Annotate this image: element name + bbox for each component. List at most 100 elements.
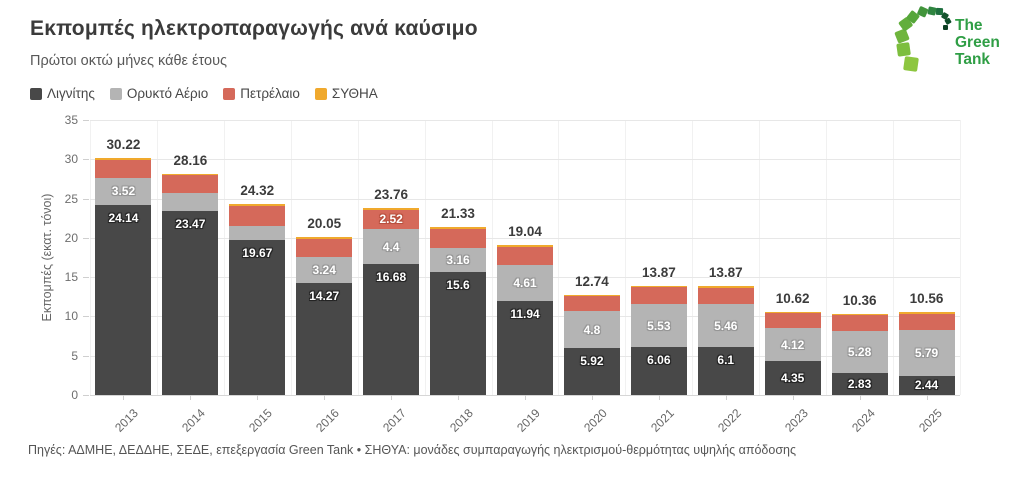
bar-segment-oil-2017[interactable]: 2.52 — [363, 209, 420, 230]
bar-segment-gas-2024[interactable]: 5.28 — [831, 331, 888, 373]
legend-swatch-icon — [109, 87, 122, 100]
bar-2013[interactable]: 3.52 24.14 — [95, 157, 152, 395]
segment-value-label: 16.68 — [376, 269, 407, 284]
x-tick-mark — [123, 395, 125, 400]
bar-2018[interactable]: 3.16 15.6 — [430, 227, 487, 395]
bar-segment-oil-2014[interactable] — [162, 175, 219, 194]
bar-segment-oil-2020[interactable] — [563, 296, 620, 311]
vertical-gridline — [893, 120, 895, 395]
bar-segment-chp-2013[interactable] — [95, 157, 152, 160]
bar-segment-lignite-2021[interactable]: 6.06 — [630, 347, 687, 395]
segment-value-label: 14.27 — [309, 288, 340, 303]
bar-segment-chp-2019[interactable] — [497, 245, 553, 247]
bar-segment-chp-2016[interactable] — [296, 237, 353, 240]
bar-2023[interactable]: 4.12 4.35 — [764, 311, 821, 395]
bar-segment-chp-2014[interactable] — [162, 173, 219, 176]
bar-total-label: 19.04 — [508, 224, 542, 240]
bar-2015[interactable]: 19.67 — [229, 203, 286, 395]
segment-value-label: 2.52 — [379, 212, 403, 227]
bar-segment-oil-2016[interactable] — [296, 239, 353, 258]
legend-label: Ορυκτό Αέριο — [126, 86, 209, 101]
bar-segment-chp-2025[interactable] — [898, 312, 955, 314]
bar-2016[interactable]: 3.24 14.27 — [296, 237, 353, 395]
bar-segment-gas-2020[interactable]: 4.8 — [563, 310, 620, 349]
bar-segment-lignite-2015[interactable]: 19.67 — [229, 240, 286, 395]
bar-segment-oil-2013[interactable] — [95, 159, 152, 178]
chart-subtitle: Πρώτοι οκτώ μήνες κάθε έτους — [30, 53, 227, 69]
vertical-gridline — [558, 120, 560, 395]
bar-segment-chp-2017[interactable] — [363, 208, 420, 210]
bar-total-label: 30.22 — [106, 136, 141, 152]
y-tick-mark — [83, 355, 89, 357]
bar-segment-lignite-2016[interactable]: 14.27 — [296, 282, 353, 395]
legend-swatch-icon — [314, 87, 327, 100]
segment-value-label: 4.8 — [583, 322, 601, 337]
vertical-gridline — [156, 120, 158, 395]
bar-segment-gas-2023[interactable]: 4.12 — [764, 328, 821, 361]
bar-segment-lignite-2024[interactable]: 2.83 — [831, 372, 888, 395]
bar-segment-gas-2017[interactable]: 4.4 — [363, 229, 420, 264]
bar-2020[interactable]: 4.8 5.92 — [563, 294, 620, 395]
bar-segment-gas-2014[interactable] — [162, 193, 219, 211]
bar-segment-lignite-2025[interactable]: 2.44 — [898, 375, 955, 395]
bar-2017[interactable]: 2.52 4.4 16.68 — [363, 208, 420, 395]
bar-segment-lignite-2023[interactable]: 4.35 — [764, 360, 821, 395]
bar-segment-chp-2020[interactable] — [563, 294, 620, 297]
x-tick-label-2020: 2020 — [581, 406, 610, 435]
bar-segment-chp-2022[interactable] — [697, 286, 754, 288]
bar-segment-chp-2023[interactable] — [764, 311, 821, 314]
bar-segment-gas-2016[interactable]: 3.24 — [296, 257, 353, 283]
bar-segment-gas-2025[interactable]: 5.79 — [898, 330, 955, 376]
bar-2019[interactable]: 4.61 11.94 — [497, 245, 553, 395]
vertical-gridline — [357, 120, 359, 395]
bar-2022[interactable]: 5.46 6.1 — [697, 286, 754, 395]
x-tick-label-2023: 2023 — [781, 406, 811, 435]
bar-segment-gas-2019[interactable]: 4.61 — [497, 264, 553, 302]
vertical-gridline — [692, 120, 694, 395]
bar-segment-lignite-2020[interactable]: 5.92 — [563, 348, 620, 395]
x-tick-label-2022: 2022 — [714, 406, 744, 435]
bar-2021[interactable]: 5.53 6.06 — [630, 286, 687, 395]
bar-segment-oil-2022[interactable] — [697, 287, 754, 305]
x-tick-mark — [658, 395, 660, 400]
bar-segment-gas-2013[interactable]: 3.52 — [95, 177, 152, 206]
bar-2024[interactable]: 5.28 2.83 — [831, 313, 888, 395]
x-tick-label-2019: 2019 — [514, 406, 543, 435]
bar-segment-gas-2018[interactable]: 3.16 — [430, 247, 487, 273]
x-tick-mark — [458, 395, 460, 400]
vertical-gridline — [223, 120, 225, 395]
bar-segment-gas-2021[interactable]: 5.53 — [630, 303, 687, 348]
x-tick-label-2024: 2024 — [848, 406, 878, 435]
bar-2014[interactable]: 23.47 — [162, 173, 219, 395]
vertical-gridline — [960, 120, 961, 395]
x-tick-mark — [190, 395, 192, 400]
segment-value-label: 24.14 — [108, 211, 139, 226]
segment-value-label: 2.44 — [914, 378, 939, 393]
bar-segment-chp-2021[interactable] — [630, 286, 687, 288]
bar-segment-chp-2024[interactable] — [831, 313, 888, 316]
x-tick-label-2021: 2021 — [647, 406, 677, 435]
bar-segment-gas-2022[interactable]: 5.46 — [697, 304, 754, 348]
bar-segment-oil-2024[interactable] — [831, 315, 888, 332]
legend-item-2: Πετρέλαιο — [223, 86, 300, 101]
bar-2025[interactable]: 5.79 2.44 — [898, 312, 955, 395]
bar-segment-oil-2025[interactable] — [898, 313, 955, 331]
x-tick-label-2016: 2016 — [313, 406, 343, 435]
y-tick-label: 0 — [71, 388, 78, 402]
bar-segment-gas-2015[interactable] — [229, 225, 286, 241]
bar-segment-oil-2021[interactable] — [630, 287, 687, 304]
bar-total-label: 13.87 — [708, 265, 743, 281]
bar-segment-lignite-2017[interactable]: 16.68 — [363, 263, 420, 395]
bar-segment-oil-2015[interactable] — [229, 205, 286, 226]
bar-segment-oil-2019[interactable] — [497, 246, 553, 265]
bar-segment-chp-2015[interactable] — [229, 203, 286, 206]
bar-segment-chp-2018[interactable] — [430, 227, 487, 230]
bar-segment-oil-2023[interactable] — [764, 313, 821, 329]
bar-segment-lignite-2014[interactable]: 23.47 — [162, 210, 219, 395]
bar-segment-oil-2018[interactable] — [430, 229, 487, 248]
y-tick-mark — [83, 159, 89, 161]
bar-segment-lignite-2019[interactable]: 11.94 — [497, 301, 553, 395]
bar-segment-lignite-2018[interactable]: 15.6 — [430, 272, 487, 395]
bar-segment-lignite-2022[interactable]: 6.1 — [697, 347, 754, 395]
bar-segment-lignite-2013[interactable]: 24.14 — [95, 205, 152, 395]
